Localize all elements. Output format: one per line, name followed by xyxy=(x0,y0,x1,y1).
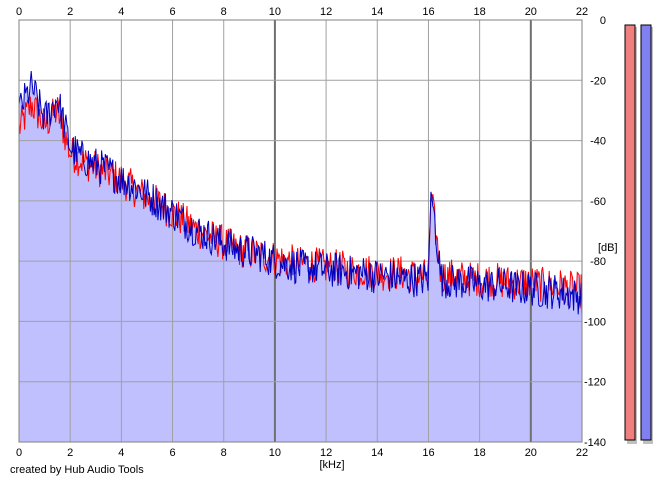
x-tick-label-bottom-0: 0 xyxy=(16,447,22,459)
x-tick-label-bottom-11: 22 xyxy=(576,447,588,459)
x-tick-label-bottom-3: 6 xyxy=(169,447,175,459)
x-tick-label-top-8: 16 xyxy=(422,6,434,18)
y-tick-labels: 0 -20 -40 -60 -80 -100 -120 -140 xyxy=(584,15,606,449)
x-tick-label-bottom-7: 14 xyxy=(371,447,383,459)
x-tick-label-top-6: 12 xyxy=(320,6,332,18)
y-tick-label-7: -140 xyxy=(584,437,606,449)
y-tick-label-2: -40 xyxy=(590,136,606,148)
x-tick-labels-bottom: 0 2 4 6 8 10 12 14 16 18 20 22 xyxy=(16,447,588,459)
x-tick-label-bottom-9: 18 xyxy=(474,447,486,459)
x-tick-label-top-1: 2 xyxy=(67,6,73,18)
x-tick-label-bottom-2: 4 xyxy=(118,447,124,459)
y-tick-label-0: 0 xyxy=(600,15,606,27)
x-tick-label-bottom-6: 12 xyxy=(320,447,332,459)
x-tick-label-top-11: 22 xyxy=(576,6,588,18)
series-line-right xyxy=(18,70,583,316)
y-tick-label-3: -60 xyxy=(590,196,606,208)
y-tick-label-6: -120 xyxy=(584,377,606,389)
x-tick-label-top-0: 0 xyxy=(16,6,22,18)
x-tick-label-top-2: 4 xyxy=(118,6,124,18)
level-meter-left xyxy=(624,24,636,441)
x-tick-label-bottom-4: 8 xyxy=(221,447,227,459)
x-tick-label-bottom-1: 2 xyxy=(67,447,73,459)
x-tick-label-top-5: 10 xyxy=(269,6,281,18)
credit-text: created by Hub Audio Tools xyxy=(10,464,144,476)
level-meter-right xyxy=(640,24,652,441)
x-axis-label: [kHz] xyxy=(319,459,344,471)
series-lines xyxy=(18,70,583,316)
level-meters xyxy=(624,24,653,444)
y-tick-label-4: -80 xyxy=(590,256,606,268)
x-tick-label-top-3: 6 xyxy=(169,6,175,18)
x-tick-label-bottom-5: 10 xyxy=(269,447,281,459)
x-tick-label-top-9: 18 xyxy=(474,6,486,18)
plot-area-border xyxy=(18,19,583,443)
x-tick-label-bottom-10: 20 xyxy=(525,447,537,459)
x-tick-labels-top: 0 2 4 6 8 10 12 14 16 18 20 22 xyxy=(16,6,588,18)
x-tick-label-top-4: 8 xyxy=(221,6,227,18)
x-tick-label-top-7: 14 xyxy=(371,6,383,18)
y-axis-label: [dB] xyxy=(598,242,618,254)
y-tick-label-1: -20 xyxy=(590,75,606,87)
y-tick-label-5: -100 xyxy=(584,316,606,328)
x-tick-label-bottom-8: 16 xyxy=(422,447,434,459)
x-tick-label-top-10: 20 xyxy=(525,6,537,18)
